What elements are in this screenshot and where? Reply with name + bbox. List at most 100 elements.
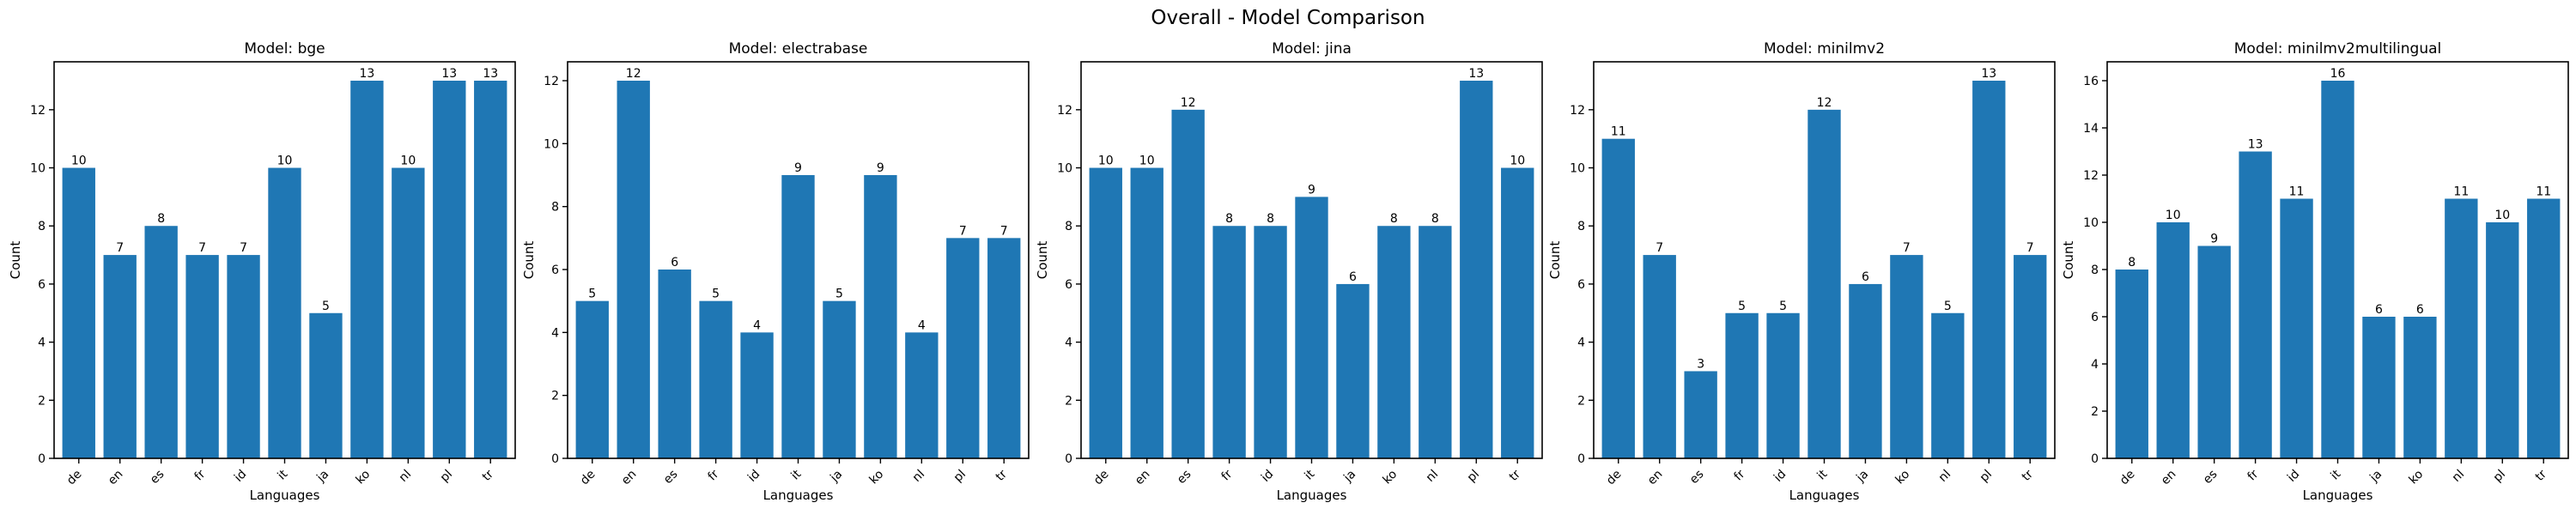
x-tick-label-en: en [106,468,126,488]
x-tick-label-id: id [1771,468,1789,485]
bar-ja [1336,283,1370,458]
x-tick-label-fr: fr [192,467,209,483]
y-axis-label: Count [1035,241,1050,280]
bar-ko [1377,226,1411,458]
bar-value-label: 8 [2128,256,2136,270]
bar-fr [699,300,732,458]
y-tick-label: 4 [2091,358,2099,372]
bar-value-label: 12 [1181,96,1196,110]
x-tick-label-nl: nl [2450,468,2467,485]
x-tick-label-nl: nl [397,468,414,485]
bar-value-label: 5 [835,288,843,301]
x-tick-label-fr: fr [706,467,722,483]
x-tick-label-es: es [661,468,681,488]
bar-value-label: 4 [918,318,926,332]
bar-es [1684,371,1717,458]
bar-id [227,255,260,458]
bar-ja [309,312,343,458]
x-tick-label-id: id [2285,468,2302,485]
y-tick-label: 10 [2083,216,2099,230]
bar-nl [2445,198,2478,458]
x-tick-label-ja: ja [2366,468,2385,486]
x-tick-label-ko: ko [2406,468,2426,488]
x-tick-label-es: es [148,468,167,488]
bar-es [658,270,691,458]
bar-value-label: 11 [2289,185,2305,199]
x-tick-label-es: es [1175,468,1194,488]
bar-value-label: 5 [1779,300,1787,313]
bar-nl [392,167,425,459]
x-tick-label-ja: ja [827,468,845,486]
y-axis-label: Count [1547,241,1563,280]
bar-ja [1849,283,1882,458]
y-tick-label: 6 [1577,278,1585,292]
bar-pl [433,81,466,458]
y-tick-label: 4 [1065,336,1072,350]
x-tick-label-ko: ko [1380,468,1400,488]
x-tick-label-ko: ko [353,468,373,488]
bar-value-label: 9 [2210,233,2218,246]
y-tick-label: 6 [38,278,46,292]
x-tick-label-pl: pl [1978,468,1995,485]
bar-it [2321,81,2354,458]
bar-value-label: 10 [400,154,416,168]
y-tick-label: 10 [30,162,46,176]
bar-value-label: 13 [359,67,374,81]
bar-pl [2486,222,2519,458]
bar-id [1766,312,1800,458]
bar-it [1807,109,1841,458]
y-tick-label: 2 [38,394,46,408]
bar-ko [864,175,897,458]
x-tick-label-ja: ja [1853,468,1871,486]
bar-value-label: 5 [712,288,720,301]
bar-value-label: 7 [240,241,247,255]
x-tick-label-nl: nl [1424,468,1441,485]
bar-value-label: 9 [877,161,884,175]
bar-value-label: 6 [2375,303,2383,317]
x-tick-label-ko: ko [866,468,886,488]
x-tick-label-de: de [578,468,598,488]
x-tick-label-tr: tr [993,467,1010,483]
bar-value-label: 13 [1468,67,1484,81]
y-tick-label: 12 [1057,104,1072,118]
bar-value-label: 3 [1697,357,1704,371]
y-tick-label: 2 [1065,394,1072,408]
y-tick-label: 8 [1577,220,1585,233]
x-tick-label-nl: nl [1936,468,1953,485]
bar-value-label: 10 [1510,154,1525,168]
x-tick-label-en: en [1645,468,1666,488]
bar-value-label: 12 [626,67,641,81]
y-tick-label: 8 [551,201,559,215]
bar-de [1601,138,1635,458]
bar-value-label: 10 [277,154,293,168]
bar-pl [1972,81,2006,458]
bar-value-label: 6 [671,256,678,270]
subplot-0: 10 7 8 7 7 10 5 13 10 13 13 0 2 4 6 8 10 12 de en es fr id it ja… [8,40,516,503]
x-tick-label-ko: ko [1893,468,1912,488]
bar-value-label: 13 [1981,67,1996,81]
bar-fr [185,255,219,458]
bar-tr [987,238,1021,458]
x-tick-label-tr: tr [2020,467,2036,483]
bar-en [103,255,137,458]
bar-tr [1501,167,1534,459]
bar-de [1089,167,1122,459]
y-tick-label: 6 [551,264,559,277]
y-tick-label: 10 [1057,162,1072,176]
y-tick-label: 0 [2091,452,2099,466]
bar-fr [1212,226,1246,458]
x-tick-label-es: es [2201,468,2221,488]
bar-en [617,81,650,458]
x-axis-label: Languages [1277,488,1347,503]
bar-fr [1725,312,1759,458]
bar-value-label: 7 [959,224,967,238]
bar-id [1254,226,1287,458]
bar-tr [474,81,507,458]
y-tick-label: 0 [1577,452,1585,466]
bar-value-label: 10 [1139,154,1155,168]
bar-value-label: 12 [1817,96,1832,110]
x-tick-label-pl: pl [2491,468,2508,485]
bar-value-label: 9 [794,161,802,175]
x-tick-label-de: de [1604,468,1625,488]
y-tick-label: 14 [2083,122,2099,136]
